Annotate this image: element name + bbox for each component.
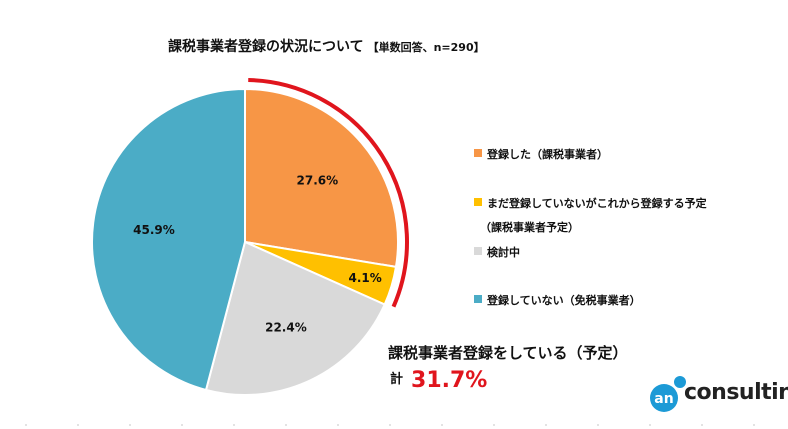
logo-text: consulting: [684, 380, 788, 405]
company-logo: an consulting: [648, 374, 788, 416]
legend-label-planned-sub: （課税事業者予定）: [480, 221, 579, 234]
svg-text:an: an: [654, 391, 673, 407]
legend-swatch-planned: [474, 198, 482, 206]
legend-item-planned: まだ登録していないがこれから登録する予定: [474, 195, 707, 211]
legend-swatch-registered: [474, 149, 482, 157]
chart-title-text: 課税事業者登録の状況について: [168, 39, 364, 55]
pie-slice-considering: [204, 240, 386, 396]
pie-label-planned: 4.1%: [349, 271, 382, 285]
legend-swatch-not-registered: [474, 295, 482, 303]
total-label: 計: [390, 372, 404, 387]
legend-label-considering: 検討中: [487, 246, 520, 259]
pie-label-registered: 27.6%: [297, 174, 339, 188]
legend-item-not-registered: 登録していない（免税事業者）: [474, 292, 641, 308]
highlight-arc: [248, 78, 409, 308]
pie-slice-registered: [244, 87, 399, 269]
legend-label-not-registered: 登録していない（免税事業者）: [487, 294, 641, 307]
logo-mark-icon: an: [650, 376, 686, 412]
legend-label-registered: 登録した（課税事業者）: [487, 148, 608, 161]
legend-item-considering: 検討中: [474, 244, 520, 260]
pie-label-not-registered: 45.9%: [133, 223, 175, 237]
legend-item-registered: 登録した（課税事業者）: [474, 146, 608, 162]
highlight-total: 計 31.7%: [390, 368, 487, 393]
bottom-dotted-divider: [0, 424, 788, 426]
highlight-summary: 課税事業者登録をしている（予定）: [388, 344, 628, 362]
total-value: 31.7%: [411, 368, 488, 393]
legend-swatch-considering: [474, 247, 482, 255]
chart-title: 課税事業者登録の状況について 【単数回答、n=290】: [168, 36, 485, 56]
chart-subtitle: 【単数回答、n=290】: [367, 41, 485, 54]
legend-label-planned: まだ登録していないがこれから登録する予定: [487, 197, 707, 210]
pie-slice-not-registered: [91, 87, 246, 392]
pie-label-considering: 22.4%: [265, 321, 307, 335]
